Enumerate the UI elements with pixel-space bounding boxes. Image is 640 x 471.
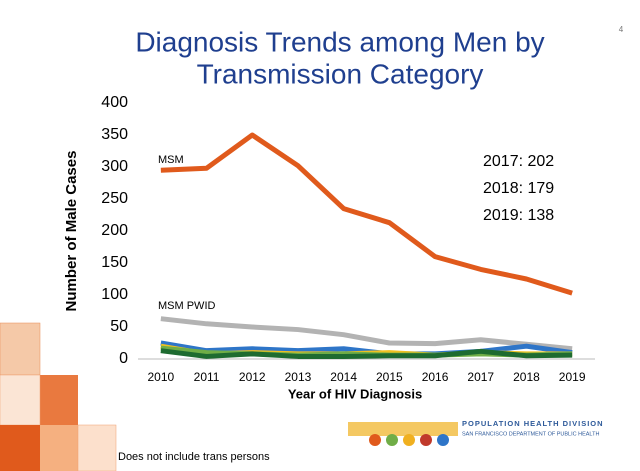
skyline: [348, 422, 458, 436]
y-tick-label: 100: [101, 286, 128, 303]
slide: Diagnosis Trends among Men by Transmissi…: [0, 0, 640, 471]
deco-square: [0, 425, 40, 471]
x-tick-label: 2017: [467, 370, 494, 384]
page-number: 4: [619, 25, 624, 34]
logo-title: POPULATION HEALTH DIVISION: [462, 419, 604, 428]
y-tick-label: 350: [101, 126, 128, 143]
logo-icon: [420, 434, 432, 446]
x-axis-title: Year of HIV Diagnosis: [288, 386, 422, 401]
title-line: Diagnosis Trends among Men by: [135, 26, 544, 57]
x-tick-label: 2014: [330, 370, 357, 384]
y-tick-label: 250: [101, 190, 128, 207]
y-tick-label: 200: [101, 222, 128, 239]
annotation: 2018: 179: [483, 180, 554, 197]
x-tick-label: 2012: [239, 370, 266, 384]
y-tick-label: 50: [110, 318, 128, 335]
x-tick-label: 2013: [285, 370, 312, 384]
deco-square: [40, 375, 78, 425]
y-axis-title: Number of Male Cases: [63, 151, 80, 312]
y-tick-label: 300: [101, 158, 128, 175]
x-tick-label: 2019: [559, 370, 586, 384]
deco-square: [40, 425, 78, 471]
logo-icon: [437, 434, 449, 446]
annotation: 2017: 202: [483, 153, 554, 170]
deco-square: [0, 375, 40, 425]
deco-square: [78, 425, 116, 471]
title-line: Transmission Category: [197, 58, 484, 89]
logo-icon: [403, 434, 415, 446]
logo-icon: [386, 434, 398, 446]
deco-square: [0, 323, 40, 375]
y-tick-label: 0: [119, 350, 128, 367]
y-tick-label: 400: [101, 94, 128, 111]
x-tick-label: 2015: [376, 370, 403, 384]
y-tick-label: 150: [101, 254, 128, 271]
logo-subtitle: SAN FRANCISCO DEPARTMENT OF PUBLIC HEALT…: [462, 431, 599, 437]
x-tick-label: 2011: [194, 370, 220, 384]
series-label: MSM PWID: [158, 300, 215, 312]
footnote: Does not include trans persons: [118, 451, 270, 463]
x-tick-label: 2016: [422, 370, 449, 384]
annotation: 2019: 138: [483, 207, 554, 224]
x-tick-label: 2018: [513, 370, 540, 384]
series-label: MSM: [158, 154, 184, 166]
x-tick-label: 2010: [147, 370, 174, 384]
logo-icon: [369, 434, 381, 446]
